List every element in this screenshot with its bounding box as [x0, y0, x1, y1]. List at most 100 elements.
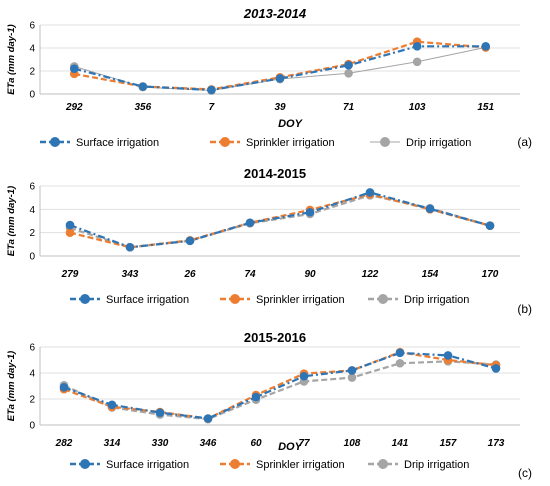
data-point-surface: [412, 41, 422, 51]
legend-swatch-marker-drip: [380, 137, 390, 147]
legend-swatch-marker-drip: [378, 294, 388, 304]
legend-swatch-marker-sprinkler: [230, 294, 240, 304]
series-line-drip: [69, 194, 491, 249]
legend-label-drip: Drip irrigation: [404, 459, 469, 471]
data-point-surface: [443, 351, 453, 360]
y-tick-label: 2: [29, 395, 35, 406]
data-point-sprinkler: [65, 228, 75, 237]
y-tick-label: 6: [29, 343, 35, 354]
x-tick-label: 292: [65, 102, 83, 113]
panel-label: (b): [517, 302, 532, 316]
data-point-surface: [481, 41, 491, 51]
x-tick-label: 330: [152, 438, 169, 449]
data-point-drip: [412, 57, 422, 67]
y-tick-label: 2: [29, 228, 35, 239]
data-point-surface: [299, 371, 309, 381]
y-tick-label: 0: [29, 252, 35, 263]
legend-swatch-marker-sprinkler: [230, 459, 240, 469]
chart-panel-1: 2013-2014 0 2 4 6 292 356 7 39 71 103 151 ETa (mm da…: [6, 6, 532, 149]
y-tick-label: 0: [29, 421, 35, 432]
y-tick-label: 4: [29, 205, 35, 216]
data-point-surface: [138, 82, 148, 91]
x-tick-label: 90: [304, 269, 316, 280]
data-point-drip: [395, 358, 405, 368]
data-point-surface: [347, 366, 357, 375]
legend-label-surface: Surface irrigation: [76, 137, 159, 149]
data-point-surface: [485, 221, 495, 230]
x-tick-label: 60: [250, 438, 262, 449]
data-point-surface: [365, 188, 375, 197]
data-point-surface: [245, 218, 255, 228]
y-tick-label: 4: [29, 369, 35, 380]
data-point-surface: [203, 414, 213, 423]
x-tick-label: 151: [477, 102, 494, 113]
x-tick-label: 7: [209, 102, 215, 113]
data-point-surface: [305, 207, 315, 217]
data-point-surface: [65, 220, 75, 230]
x-tick-label: 39: [274, 102, 286, 113]
data-point-surface: [344, 60, 353, 70]
legend-label-surface: Surface irrigation: [106, 459, 189, 471]
chart-title: 2013-2014: [243, 6, 307, 21]
legend-swatch-marker-surface: [80, 459, 90, 469]
x-tick-label: 170: [482, 269, 499, 280]
legend-label-sprinkler: Sprinkler irrigation: [246, 137, 335, 149]
x-tick-label: 282: [55, 438, 73, 449]
y-tick-label: 0: [29, 90, 35, 101]
legend-swatch-marker-drip: [378, 459, 388, 469]
x-tick-label: 103: [409, 102, 426, 113]
y-axis-label: ETa (mm day-1): [6, 351, 17, 421]
y-axis-label: ETa (mm day-1): [6, 186, 17, 256]
x-tick-label: 314: [104, 438, 121, 449]
chart-title: 2015-2016: [244, 330, 306, 345]
x-tick-label: 173: [488, 438, 505, 449]
legend-swatch-marker-surface: [80, 294, 90, 304]
legend-swatch-marker-surface: [50, 137, 60, 147]
data-point-surface: [107, 400, 117, 410]
data-point-surface: [125, 242, 135, 252]
x-tick-label: 141: [392, 438, 409, 449]
x-tick-label: 343: [122, 269, 139, 280]
series-line-sprinkler: [69, 193, 491, 249]
chart-panel-2: 2014-2015 0 2 4 6 279 343 26 74 90 122 154 170 ETa (m…: [6, 166, 532, 316]
y-tick-label: 4: [29, 44, 35, 55]
data-point-drip: [344, 69, 353, 78]
panel-label: (a): [517, 135, 532, 149]
panel-label: (c): [518, 466, 532, 480]
x-tick-label: 279: [61, 269, 79, 280]
data-point-surface: [491, 364, 501, 373]
x-tick-label: 108: [344, 438, 361, 449]
data-point-surface: [425, 204, 435, 214]
chart-panel-3: 2015-2016 0 2 4 6 282 314 330 346 60 77 108 141 157 17…: [6, 330, 532, 480]
data-point-surface: [155, 408, 165, 417]
series-line-surface: [69, 191, 491, 249]
x-axis-label: DOY: [278, 118, 304, 130]
x-tick-label: 154: [422, 269, 439, 280]
y-axis-label: ETa (mm day-1): [6, 24, 17, 94]
data-point-surface: [275, 74, 285, 83]
x-tick-label: 71: [343, 102, 355, 113]
y-tick-label: 6: [29, 182, 35, 193]
x-axis-label: DOY: [278, 441, 304, 453]
data-point-surface: [185, 236, 195, 246]
y-tick-label: 6: [29, 21, 35, 32]
data-point-surface: [69, 64, 79, 73]
legend-label-drip: Drip irrigation: [404, 294, 469, 306]
data-point-drip: [347, 373, 357, 382]
series-line-drip: [63, 360, 497, 421]
data-point-surface: [251, 392, 261, 402]
legend-label-sprinkler: Sprinkler irrigation: [256, 459, 345, 471]
data-point-surface: [59, 383, 69, 392]
series-line-surface: [74, 45, 486, 92]
series-line-surface: [63, 351, 497, 420]
data-point-surface: [207, 85, 216, 95]
x-tick-label: 356: [135, 102, 152, 113]
legend-label-sprinkler: Sprinkler irrigation: [256, 294, 345, 306]
legend-label-drip: Drip irrigation: [406, 137, 471, 149]
y-tick-label: 2: [29, 67, 35, 78]
chart-title: 2014-2015: [244, 166, 306, 181]
x-tick-label: 346: [200, 438, 217, 449]
x-tick-label: 74: [244, 269, 256, 280]
x-tick-label: 122: [362, 269, 379, 280]
